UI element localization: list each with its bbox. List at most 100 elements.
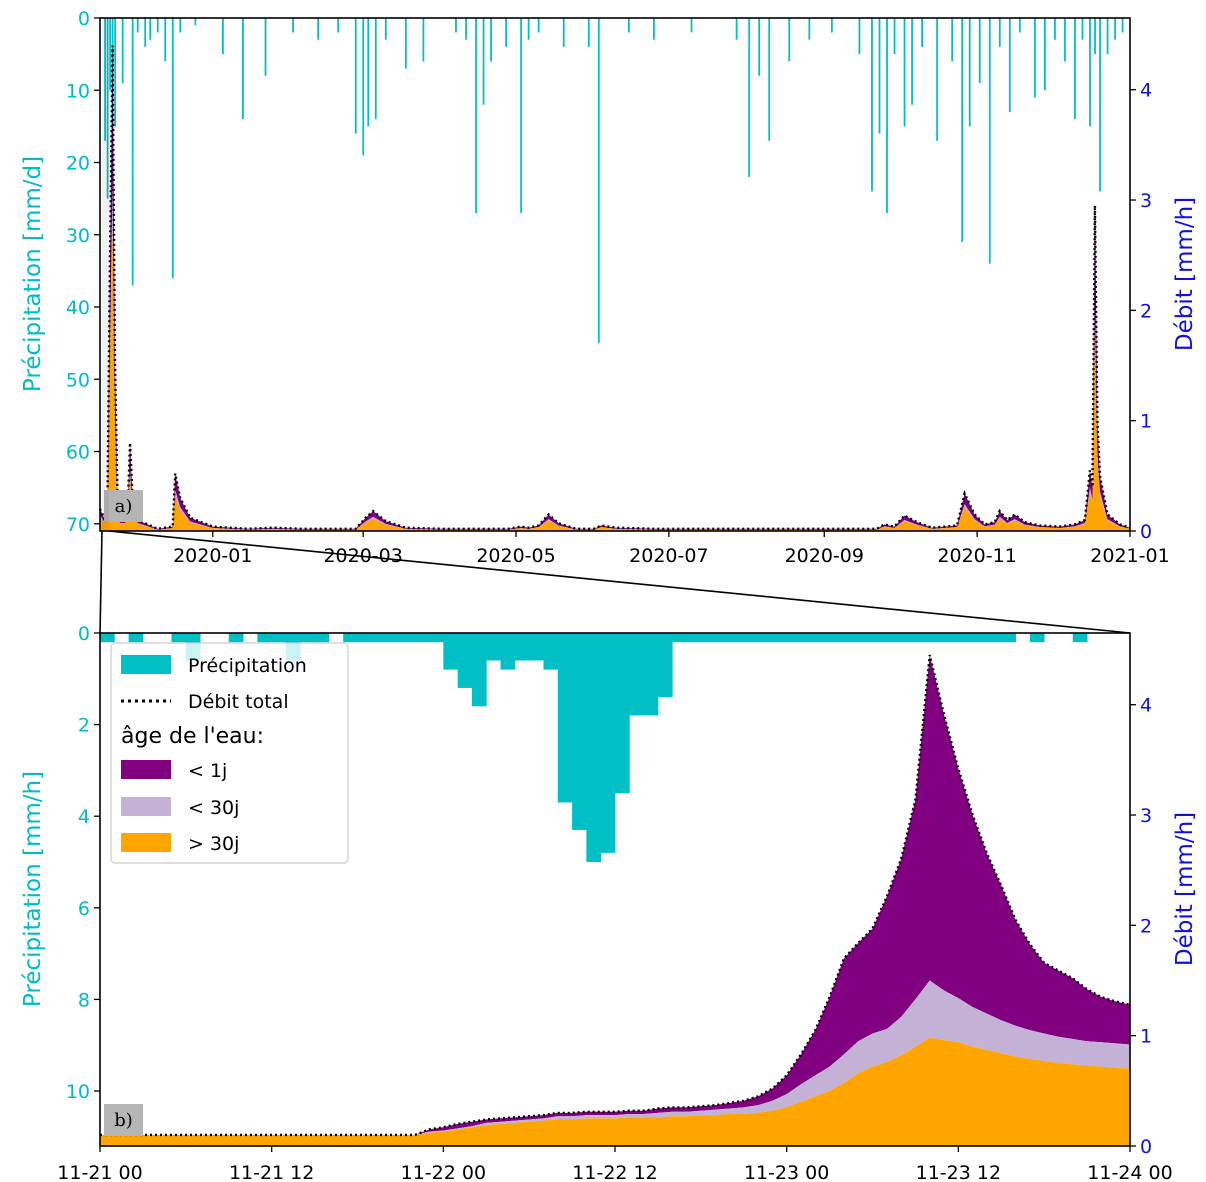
precip-bar	[562, 18, 565, 47]
precip-bar	[257, 633, 273, 643]
flow-area-gt30	[100, 1037, 1130, 1146]
precip-bar	[1121, 18, 1124, 33]
legend-label-lt30: < 30j	[188, 797, 239, 819]
precip-bar	[786, 633, 802, 643]
precip-bar	[643, 633, 659, 716]
precip-bar	[457, 633, 473, 688]
precip-bar	[978, 18, 981, 84]
ytick-left-label: 50	[66, 369, 90, 391]
precip-bar	[788, 18, 791, 62]
panel-a: 010203040506070012342020-012020-032020-0…	[20, 8, 1198, 567]
ytick-right-label: 3	[1140, 190, 1152, 212]
precip-bar	[228, 633, 244, 643]
precip-bar	[815, 633, 830, 643]
xtick-label: 11-24 00	[1087, 1162, 1172, 1182]
precip-bar	[354, 18, 357, 134]
precip-bar	[988, 18, 991, 264]
precip-bar	[886, 18, 888, 214]
precip-bar	[830, 18, 833, 33]
precip-bar	[384, 18, 387, 40]
precip-bar	[961, 18, 964, 242]
precip-bar	[317, 18, 320, 40]
precip-bar	[972, 633, 988, 643]
precip-bar	[968, 18, 971, 127]
precip-bar	[572, 633, 587, 830]
ytick-right-label: 1	[1140, 1026, 1152, 1048]
legend-swatch-lt1	[121, 760, 171, 779]
precip-bar	[886, 633, 902, 643]
precip-bar	[686, 633, 702, 643]
precip-bar	[715, 633, 730, 643]
ytick-left-label: 40	[66, 297, 90, 319]
precip-bar	[1029, 633, 1045, 643]
flow-area-lt1	[100, 655, 1130, 1135]
xtick-label: 11-22 00	[401, 1162, 486, 1182]
ytick-right-label: 0	[1140, 521, 1152, 543]
precip-bar	[362, 18, 365, 156]
precip-bar	[114, 18, 117, 127]
xtick-label: 11-23 00	[744, 1162, 829, 1182]
precip-bar	[1106, 18, 1109, 55]
xtick-label: 11-21 12	[229, 1162, 314, 1182]
ytick-left-label: 6	[78, 898, 90, 920]
xtick-label: 2020-11	[937, 545, 1016, 567]
precip-bar	[929, 633, 945, 643]
panel-a-frame	[99, 17, 1131, 532]
precip-bar	[527, 18, 530, 40]
precip-bar	[587, 18, 590, 47]
precip-bar	[386, 633, 401, 643]
precip-bar	[653, 18, 655, 40]
precip-bar	[1072, 633, 1088, 643]
ytick-left-label: 30	[66, 225, 90, 247]
ytick-right-label: 2	[1140, 915, 1152, 937]
precip-bar	[486, 633, 501, 661]
precip-bar	[901, 633, 916, 643]
precip-bar	[998, 18, 1001, 47]
precip-bar	[1074, 18, 1076, 120]
panel-b-precipitation-bars	[100, 633, 1088, 863]
legend-swatch-precipitation	[121, 655, 171, 674]
precip-bar	[343, 633, 358, 643]
legend-title: âge de l'eau:	[121, 724, 264, 749]
ytick-right-label: 4	[1140, 695, 1152, 717]
ytick-left-label: 20	[66, 153, 90, 175]
precip-bar	[404, 18, 407, 69]
ytick-left-label: 4	[78, 806, 90, 828]
precip-bar	[858, 18, 861, 55]
precip-bar	[944, 633, 959, 643]
legend-label-lt1: < 1j	[188, 760, 227, 782]
panel-b-label-box	[104, 1104, 143, 1136]
precip-bar	[144, 18, 147, 47]
precip-bar	[106, 18, 109, 199]
precip-bar	[109, 18, 112, 91]
ytick-left-label: 70	[66, 514, 90, 536]
panel-a-label: a)	[115, 496, 133, 517]
precip-bar	[471, 633, 487, 707]
panel-b-total-flow-line	[100, 654, 1131, 1137]
precip-bar	[443, 633, 459, 670]
precip-bar	[1043, 18, 1046, 91]
precip-bar	[490, 18, 492, 62]
panel-b-label: b)	[114, 1110, 133, 1131]
precip-bar	[700, 633, 716, 643]
legend-swatch-gt30	[121, 833, 171, 852]
precip-bar	[903, 18, 906, 127]
legend-label-total-flow: Débit total	[188, 691, 289, 713]
precip-bar	[600, 633, 616, 853]
precip-bar	[1033, 18, 1036, 98]
precip-bar	[292, 18, 294, 33]
precip-bar	[871, 18, 873, 192]
panel-a-ticks: 010203040506070012342020-012020-032020-0…	[66, 8, 1170, 567]
panel-b-ylabel-right: Débit [mm/h]	[1172, 812, 1198, 966]
precip-bar	[557, 633, 573, 803]
precip-bar	[657, 633, 673, 698]
ytick-left-label: 60	[66, 442, 90, 464]
panel-b-flow-areas	[100, 655, 1130, 1146]
ytick-right-label: 3	[1140, 805, 1152, 827]
precip-bar	[729, 633, 745, 643]
precip-bar	[586, 633, 602, 863]
precip-bar	[629, 633, 645, 716]
precip-bar	[171, 18, 174, 279]
precip-bar	[271, 633, 287, 643]
